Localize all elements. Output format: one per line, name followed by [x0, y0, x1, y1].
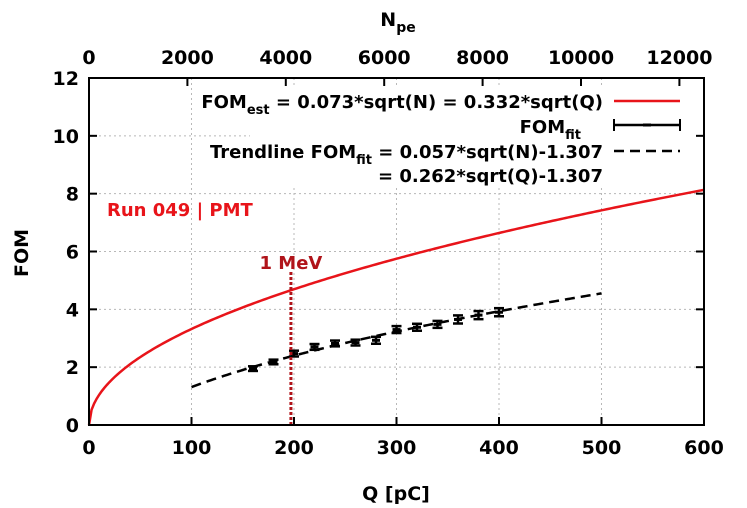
x-tick-label: 0 — [82, 437, 95, 459]
x-tick-label: 300 — [377, 437, 417, 459]
plot-area — [87, 188, 705, 426]
energy-label: 1 MeV — [260, 253, 323, 274]
top-tick-label: 6000 — [358, 47, 411, 69]
legend-est-rest: = 0.073*sqrt(N) = 0.332*sqrt(Q) — [270, 92, 603, 113]
top-tick-label: 8000 — [456, 47, 509, 69]
legend-trend-sub: fit — [356, 153, 372, 168]
x-tick-label: 200 — [274, 437, 314, 459]
data-point-fit — [371, 335, 381, 345]
y-tick-label: 8 — [66, 184, 79, 206]
top-tick-label: 4000 — [259, 47, 312, 69]
y-tick-label: 6 — [66, 242, 79, 264]
x-axis-label: Q [pC] — [362, 483, 430, 505]
legend-trend-label: Trendline FOMfit = 0.057*sqrt(N)-1.307 — [210, 142, 603, 168]
top-tick-label: 12000 — [646, 47, 712, 69]
x-tick-label: 100 — [172, 437, 212, 459]
data-point-fit — [432, 319, 443, 330]
x-tick-label: 400 — [479, 437, 519, 459]
y-tick-label: 4 — [66, 299, 79, 321]
x-tick-label: 600 — [684, 437, 724, 459]
run-label: Run 049 | PMT — [107, 200, 254, 221]
y-tick-label: 0 — [66, 415, 79, 437]
top-axis-label: Npe — [380, 9, 415, 36]
legend-trend-label-2: = 0.262*sqrt(Q)-1.307 — [378, 166, 603, 187]
y-tick-label: 2 — [66, 357, 79, 379]
legend-est-label: FOMest = 0.073*sqrt(N) = 0.332*sqrt(Q) — [201, 92, 603, 118]
top-tick-label: 10000 — [548, 47, 614, 69]
legend-est-sub: est — [247, 103, 270, 118]
y-tick-label: 10 — [53, 126, 79, 148]
top-tick-label: 0 — [82, 47, 95, 69]
x-tick-label: 500 — [582, 437, 622, 459]
data-point-fit — [494, 306, 504, 318]
legend-fit-swatch — [613, 119, 681, 131]
series-est-line — [87, 188, 705, 426]
legend-est-base: FOM — [201, 92, 247, 113]
legend-trend-pre: Trendline FOM — [210, 142, 356, 163]
legend-fit-label: FOMfit — [520, 117, 581, 143]
y-tick-label: 12 — [53, 68, 79, 90]
legend: FOMest = 0.073*sqrt(N) = 0.332*sqrt(Q) F… — [201, 85, 700, 187]
top-axis-label-base: N — [380, 9, 396, 31]
top-axis-label-sub: pe — [396, 20, 416, 36]
series-trend-line — [191, 292, 602, 389]
legend-trend-rest: = 0.057*sqrt(N)-1.307 — [372, 142, 603, 163]
legend-fit-base: FOM — [520, 117, 566, 138]
top-tick-label: 2000 — [161, 47, 214, 69]
legend-fit-sub: fit — [565, 128, 581, 143]
data-point-fit — [350, 338, 361, 347]
y-axis-label: FOM — [11, 229, 33, 277]
